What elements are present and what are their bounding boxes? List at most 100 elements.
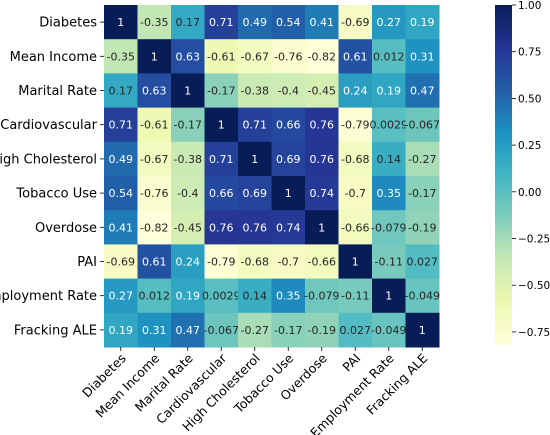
heatmap-cell xyxy=(338,5,373,40)
cell-value-label: 0.66 xyxy=(209,187,234,200)
heatmap-cell xyxy=(137,312,172,348)
heatmap-cell xyxy=(204,176,239,211)
cell-value-label: 0.76 xyxy=(310,119,335,132)
heatmap-cell xyxy=(137,244,172,280)
cell-value-label: 1 xyxy=(184,85,191,98)
heatmap-cell xyxy=(238,73,272,109)
heatmap-cell xyxy=(104,176,138,211)
cell-value-label: 0.69 xyxy=(276,153,301,166)
heatmap-cell xyxy=(204,312,239,348)
colorbar-tick-label: 0.00 xyxy=(518,187,541,199)
heatmap-cell xyxy=(405,141,440,177)
cell-value-label: 0.54 xyxy=(109,187,134,200)
cell-value-label: 0.27 xyxy=(377,16,402,29)
cell-value-label: 0.61 xyxy=(343,50,368,63)
cell-value-label: -0.4 xyxy=(177,187,198,200)
heatmap-cell xyxy=(204,141,239,177)
cell-value-label: 0.027 xyxy=(340,324,372,337)
cell-value-label: 0.35 xyxy=(377,187,402,200)
cell-value-label: 0.19 xyxy=(377,85,402,98)
cell-value-label: 0.49 xyxy=(109,153,134,166)
colorbar-tick-label: 0.75 xyxy=(518,47,541,59)
cell-value-label: -0.11 xyxy=(375,256,403,269)
heatmap-cell xyxy=(405,210,440,245)
heatmap-cell xyxy=(137,39,172,74)
cell-value-label: -0.049 xyxy=(371,324,406,337)
cell-value-label: -0.4 xyxy=(278,85,299,98)
cell-value-label: -0.67 xyxy=(140,153,168,166)
row-label: Fracking ALE xyxy=(14,323,97,338)
heatmap-cell xyxy=(204,210,239,245)
cell-value-label: -0.067 xyxy=(405,119,440,132)
heatmap-cell xyxy=(104,73,138,109)
heatmap-cell xyxy=(271,244,306,280)
cell-value-label: 0.63 xyxy=(176,50,201,63)
row-label: Tobacco Use xyxy=(15,187,97,202)
cell-value-label: -0.45 xyxy=(174,221,202,234)
heatmap-cell xyxy=(372,39,406,74)
heatmap-cell xyxy=(338,176,373,211)
heatmap-cells: 1 -0.35 0.17 0.71 0.49 0.54 0.41 -0.69 0.27 0.19 -… xyxy=(104,5,440,348)
heatmap-cell xyxy=(405,176,440,211)
cell-value-label: 0.69 xyxy=(243,187,268,200)
heatmap-cell xyxy=(405,39,440,74)
cell-value-label: -0.38 xyxy=(241,85,269,98)
heatmap-cell xyxy=(305,107,339,143)
row-label: Overdose xyxy=(35,221,97,236)
heatmap-cell xyxy=(338,278,373,314)
cell-value-label: 0.35 xyxy=(276,290,301,303)
heatmap-cell xyxy=(137,141,172,177)
cell-value-label: -0.35 xyxy=(107,50,135,63)
heatmap-cell xyxy=(405,244,440,280)
cell-value-label: -0.79 xyxy=(207,256,235,269)
cell-value-label: 0.41 xyxy=(310,16,335,29)
heatmap-cell xyxy=(238,312,272,348)
heatmap-cell xyxy=(171,176,205,211)
heatmap-cell xyxy=(171,5,205,40)
cell-value-label: -0.45 xyxy=(308,85,336,98)
heatmap-cell xyxy=(238,5,272,40)
cell-value-label: 0.71 xyxy=(209,153,234,166)
colorbar-tick-label: 0.25 xyxy=(518,140,541,152)
cell-value-label: 0.41 xyxy=(109,221,134,234)
heatmap-cell xyxy=(137,107,172,143)
cell-value-label: 1 xyxy=(117,16,124,29)
cell-value-label: -0.68 xyxy=(241,256,269,269)
cell-value-label: -0.61 xyxy=(207,50,235,63)
heatmap-cell xyxy=(137,73,172,109)
row-label: Employment Rate xyxy=(0,289,97,304)
cell-value-label: -0.17 xyxy=(408,187,436,200)
heatmap-cell xyxy=(204,5,239,40)
cell-value-label: -0.27 xyxy=(408,153,436,166)
cell-value-label: -0.38 xyxy=(174,153,202,166)
heatmap-cell xyxy=(137,176,172,211)
heatmap-cell xyxy=(305,176,339,211)
heatmap-cell xyxy=(372,244,406,280)
heatmap-cell xyxy=(372,210,406,245)
row-labels: Diabetes Mean Income Marital Rate Cardiovas… xyxy=(0,16,104,338)
cell-value-label: 0.14 xyxy=(243,290,268,303)
heatmap-cell xyxy=(104,141,138,177)
cell-value-label: 0.027 xyxy=(407,256,439,269)
heatmap-cell xyxy=(238,107,272,143)
cell-value-label: 1 xyxy=(352,256,359,269)
cell-value-label: -0.17 xyxy=(174,119,202,132)
heatmap-cell xyxy=(204,278,239,314)
heatmap-cell xyxy=(271,176,306,211)
cell-value-label: -0.79 xyxy=(341,119,369,132)
heatmap-cell xyxy=(338,39,373,74)
heatmap-cell xyxy=(338,244,373,280)
heatmap-cell xyxy=(104,278,138,314)
heatmap-cell xyxy=(305,244,339,280)
colorbar-tick-label: −0.50 xyxy=(518,280,550,292)
heatmap-cell xyxy=(171,210,205,245)
heatmap-cell xyxy=(271,107,306,143)
cell-value-label: -0.079 xyxy=(304,290,339,303)
cell-value-label: 0.24 xyxy=(176,256,201,269)
row-label: PAI xyxy=(77,255,97,270)
heatmap-cell xyxy=(171,244,205,280)
cell-value-label: -0.35 xyxy=(140,16,168,29)
cell-value-label: -0.82 xyxy=(308,50,336,63)
cell-value-label: 0.74 xyxy=(276,221,301,234)
